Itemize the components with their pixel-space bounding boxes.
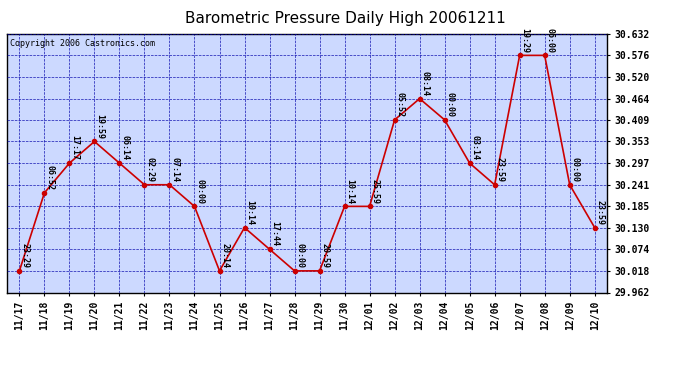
Text: 25:59: 25:59 bbox=[371, 178, 380, 204]
Text: 23:29: 23:29 bbox=[21, 243, 30, 268]
Text: Copyright 2006 Castronics.com: Copyright 2006 Castronics.com bbox=[10, 39, 155, 48]
Text: 17:17: 17:17 bbox=[70, 135, 79, 160]
Text: 00:00: 00:00 bbox=[295, 243, 304, 268]
Text: 05:52: 05:52 bbox=[395, 92, 404, 117]
Text: 00:00: 00:00 bbox=[571, 157, 580, 182]
Text: 00:00: 00:00 bbox=[195, 178, 204, 204]
Text: 19:59: 19:59 bbox=[95, 114, 104, 139]
Text: 20:14: 20:14 bbox=[221, 243, 230, 268]
Text: 23:59: 23:59 bbox=[595, 200, 604, 225]
Text: 06:52: 06:52 bbox=[46, 165, 55, 190]
Text: 08:14: 08:14 bbox=[421, 71, 430, 96]
Text: 06:14: 06:14 bbox=[121, 135, 130, 160]
Text: 07:14: 07:14 bbox=[170, 157, 179, 182]
Text: 06:00: 06:00 bbox=[546, 28, 555, 53]
Text: 17:44: 17:44 bbox=[270, 222, 279, 246]
Text: 00:00: 00:00 bbox=[446, 92, 455, 117]
Text: 20:59: 20:59 bbox=[321, 243, 330, 268]
Text: 02:29: 02:29 bbox=[146, 157, 155, 182]
Text: 10:14: 10:14 bbox=[346, 178, 355, 204]
Text: 10:14: 10:14 bbox=[246, 200, 255, 225]
Text: Barometric Pressure Daily High 20061211: Barometric Pressure Daily High 20061211 bbox=[185, 11, 505, 26]
Text: 19:29: 19:29 bbox=[521, 28, 530, 53]
Text: 23:59: 23:59 bbox=[495, 157, 504, 182]
Text: 03:14: 03:14 bbox=[471, 135, 480, 160]
